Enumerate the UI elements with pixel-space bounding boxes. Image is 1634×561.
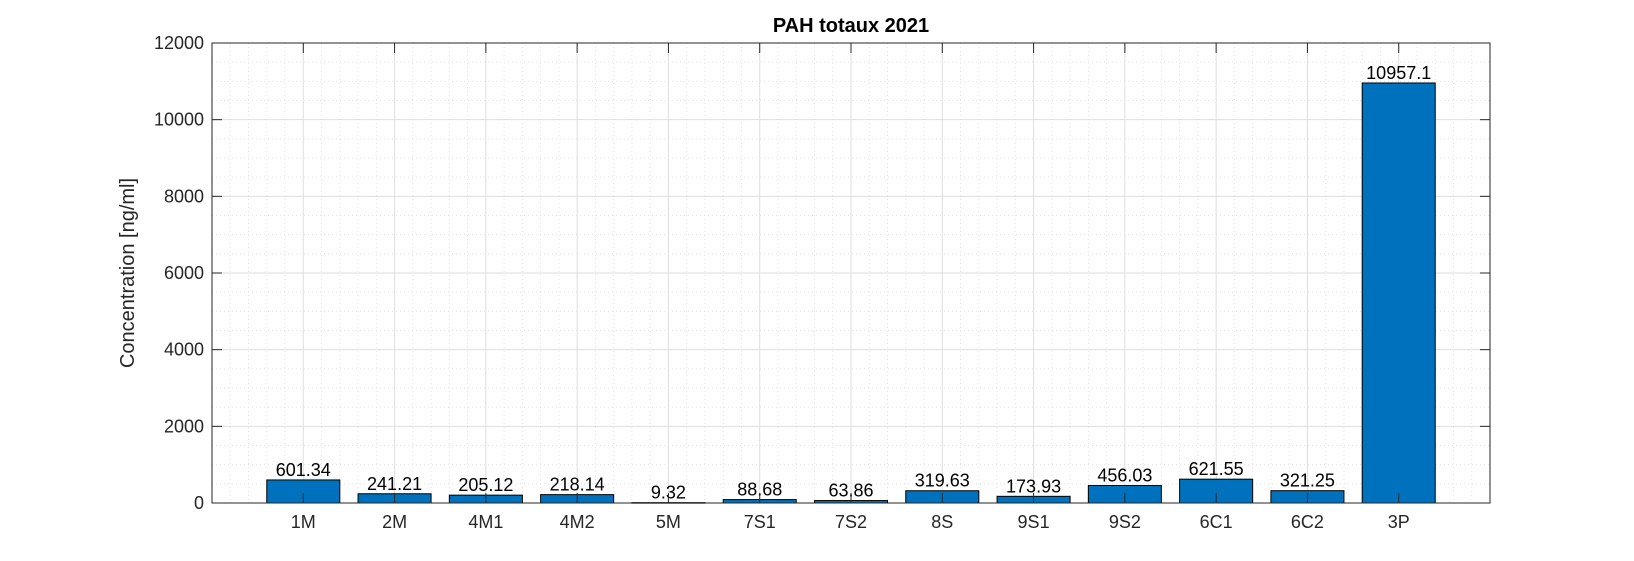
data-label-6C2: 321.25: [1280, 471, 1335, 491]
y-tick-label: 6000: [164, 263, 204, 283]
chart-title: PAH totaux 2021: [773, 15, 929, 37]
data-label-8S: 319.63: [915, 471, 970, 491]
y-tick-label: 0: [194, 493, 204, 513]
x-tick-label-4M1: 4M1: [468, 512, 503, 532]
y-tick-label: 4000: [164, 340, 204, 360]
x-tick-label-7S1: 7S1: [744, 512, 776, 532]
x-tick-label-6C1: 6C1: [1200, 512, 1233, 532]
data-label-7S1: 88.68: [737, 480, 782, 500]
y-tick-labels: 0 2000 4000 6000 8000 10000 12000: [154, 33, 204, 513]
x-tick-label-7S2: 7S2: [835, 512, 867, 532]
y-tick-label: 2000: [164, 416, 204, 436]
x-tick-label-5M: 5M: [656, 512, 681, 532]
data-label-4M1: 205.12: [458, 475, 513, 495]
x-tick-label-9S1: 9S1: [1018, 512, 1050, 532]
x-tick-label-3P: 3P: [1388, 512, 1410, 532]
data-label-3P: 10957.1: [1366, 63, 1431, 83]
x-tick-label-1M: 1M: [291, 512, 316, 532]
y-tick-label: 10000: [154, 110, 204, 130]
data-label-9S2: 456.03: [1097, 466, 1152, 486]
y-tick-label: 8000: [164, 186, 204, 206]
data-label-9S1: 173.93: [1006, 476, 1061, 496]
axis-ticks: [212, 42, 1490, 504]
x-tick-label-6C2: 6C2: [1291, 512, 1324, 532]
x-tick-label-8S: 8S: [931, 512, 953, 532]
y-tick-label: 12000: [154, 33, 204, 53]
x-tick-labels: 1M 2M 4M1 4M2 5M 7S1 7S2 8S 9S1 9S2 6C1 6C2 3P: [291, 512, 1410, 532]
y-axis-label: Concentration [ng/ml]: [117, 178, 139, 368]
data-label-4M2: 218.14: [550, 475, 605, 495]
data-label-6C1: 621.55: [1189, 459, 1244, 479]
data-label-2M: 241.21: [367, 474, 422, 494]
x-tick-label-9S2: 9S2: [1109, 512, 1141, 532]
major-grid: [212, 42, 1490, 504]
data-label-1M: 601.34: [276, 460, 331, 480]
data-label-7S2: 63.86: [828, 481, 873, 501]
data-label-5M: 9.32: [651, 483, 686, 503]
data-labels: 601.34 241.21 205.12 218.14 9.32 88.68 63.86 31…: [276, 63, 1431, 503]
bar-3P: [1361, 82, 1436, 504]
x-tick-label-2M: 2M: [382, 512, 407, 532]
x-tick-label-4M2: 4M2: [560, 512, 595, 532]
